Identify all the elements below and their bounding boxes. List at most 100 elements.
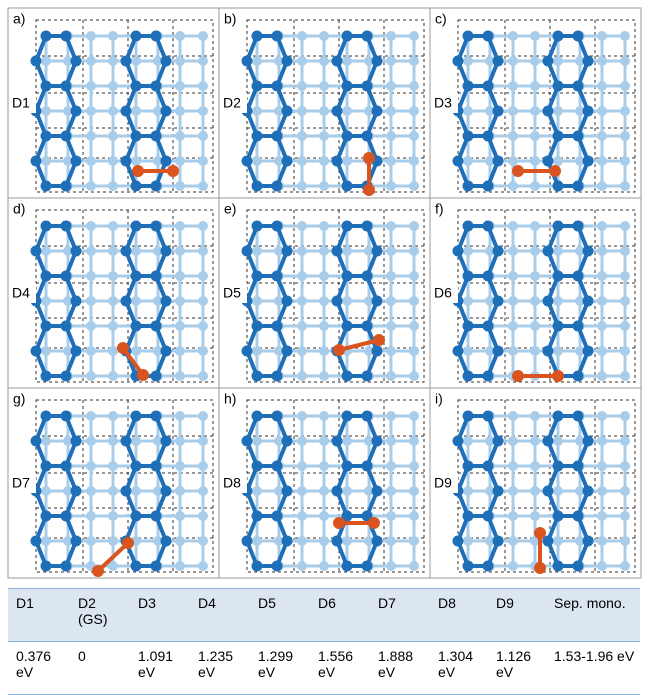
atom: [198, 511, 208, 521]
panel: h)D8: [219, 388, 430, 578]
atom: [463, 156, 473, 166]
atom: [409, 371, 419, 381]
chain-atom: [71, 156, 82, 167]
chain-atom: [372, 536, 383, 547]
atom: [620, 561, 630, 571]
atom: [530, 246, 540, 256]
chain-atom: [342, 181, 353, 192]
atom: [131, 436, 141, 446]
value-cell: 1.304 eV: [430, 642, 488, 695]
chain-atom: [372, 106, 383, 117]
atom: [297, 81, 307, 91]
atom: [41, 436, 51, 446]
atom: [409, 246, 419, 256]
chain-atom: [453, 346, 464, 357]
chain-atom: [372, 56, 383, 67]
atom: [108, 346, 118, 356]
atom: [508, 131, 518, 141]
panel: d)D4: [8, 198, 219, 388]
defect-atom: [167, 165, 179, 177]
value-cell: 1.888 eV: [370, 642, 430, 695]
chain-atom: [272, 511, 283, 522]
atom: [297, 536, 307, 546]
atom: [530, 156, 540, 166]
atom: [86, 321, 96, 331]
defect-atom: [534, 527, 546, 539]
atom: [597, 296, 607, 306]
atom: [620, 536, 630, 546]
atom: [530, 346, 540, 356]
panel: i)D9: [430, 388, 641, 578]
chain-atom: [463, 221, 474, 232]
atom: [131, 346, 141, 356]
atom: [175, 31, 185, 41]
atom: [319, 246, 329, 256]
atom: [342, 156, 352, 166]
chain-atom: [282, 106, 293, 117]
panel-label: D1: [12, 95, 30, 111]
panel: c)D3: [430, 8, 641, 198]
atom: [409, 411, 419, 421]
chain-atom: [242, 346, 253, 357]
chain-atom: [252, 461, 263, 472]
atom: [463, 436, 473, 446]
chain-atom: [543, 346, 554, 357]
atom: [198, 461, 208, 471]
atom: [108, 246, 118, 256]
atom: [597, 221, 607, 231]
chain-atom: [71, 346, 82, 357]
chain-atom: [342, 371, 353, 382]
chain-atom: [553, 411, 564, 422]
chain-atom: [553, 321, 564, 332]
chain-atom: [362, 321, 373, 332]
chain-atom: [41, 321, 52, 332]
atom: [297, 131, 307, 141]
chain-atom: [583, 436, 594, 447]
atom: [198, 221, 208, 231]
atom: [198, 106, 208, 116]
header-row: D1D2 (GS)D3D4D5D6D7D8D9Sep. mono.: [8, 589, 640, 642]
atom: [409, 346, 419, 356]
atom: [41, 486, 51, 496]
chain-atom: [583, 536, 594, 547]
atom: [553, 56, 563, 66]
panel-label: D9: [434, 475, 452, 491]
atom: [297, 156, 307, 166]
atom: [342, 296, 352, 306]
atom: [386, 131, 396, 141]
chain-atom: [242, 436, 253, 447]
chain-atom: [553, 181, 564, 192]
chain-atom: [282, 246, 293, 257]
chain-atom: [131, 561, 142, 572]
chain-atom: [71, 246, 82, 257]
atom: [409, 436, 419, 446]
chain-atom: [362, 81, 373, 92]
chain-atom: [362, 271, 373, 282]
atom: [620, 461, 630, 471]
chain-atom: [463, 411, 474, 422]
chain-atom: [61, 411, 72, 422]
chain-atom: [31, 246, 42, 257]
chain-atom: [483, 511, 494, 522]
atom: [386, 31, 396, 41]
atom: [508, 486, 518, 496]
chain-atom: [41, 371, 52, 382]
chain-atom: [252, 31, 263, 42]
atom: [86, 56, 96, 66]
atom: [198, 561, 208, 571]
atom: [131, 486, 141, 496]
atom: [198, 346, 208, 356]
atom: [198, 31, 208, 41]
chain-atom: [61, 131, 72, 142]
atom: [530, 486, 540, 496]
atom: [409, 511, 419, 521]
atom: [530, 411, 540, 421]
chain-atom: [71, 56, 82, 67]
chain-atom: [41, 181, 52, 192]
chain-atom: [161, 246, 172, 257]
atom: [41, 296, 51, 306]
atom: [319, 156, 329, 166]
atom: [175, 81, 185, 91]
chain-atom: [463, 271, 474, 282]
atom: [597, 436, 607, 446]
